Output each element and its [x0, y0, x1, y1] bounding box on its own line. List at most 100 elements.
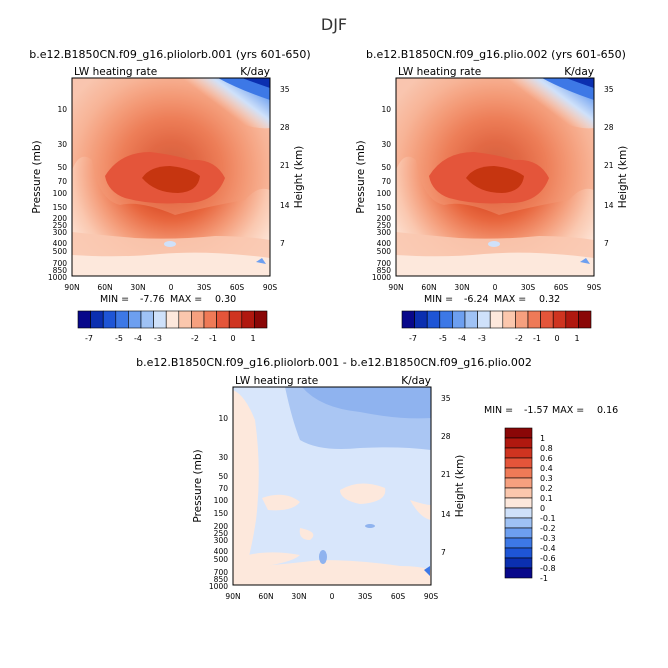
x-tick: 30S — [521, 283, 536, 292]
y-tick: 1000 — [209, 582, 228, 591]
panel-pliolorb: b.e12.B1850CN.f09_g16.pliolorb.001 (yrs … — [29, 48, 310, 343]
y-tick: 50 — [57, 163, 67, 172]
colorbar-swatch — [552, 310, 567, 329]
colorbar-swatch — [504, 497, 533, 509]
colorbar-swatch — [191, 310, 205, 329]
colorbar-swatch — [565, 310, 579, 329]
colorbar-swatches — [504, 427, 533, 579]
max-label: MAX = — [552, 405, 584, 416]
colorbar-swatch — [414, 310, 428, 329]
y-tick: 100 — [53, 189, 68, 198]
colorbar-swatch — [241, 310, 255, 329]
y2-tick: 35 — [604, 85, 614, 94]
x-tick: 60S — [391, 592, 406, 601]
y-tick: 10 — [381, 105, 391, 114]
units-label: K/day — [564, 66, 594, 78]
colorbar-tick: -0.3 — [540, 534, 556, 543]
colorbar-swatch — [515, 310, 529, 329]
x-axis: 90N 60N 30N 0 30S 60S 90S — [388, 283, 601, 292]
y-tick: 100 — [214, 496, 229, 505]
colorbar-swatch — [527, 310, 541, 329]
y-tick: 300 — [377, 228, 392, 237]
units-label: K/day — [401, 375, 431, 387]
y-tick: 150 — [377, 203, 392, 212]
panel-plio: b.e12.B1850CN.f09_g16.plio.002 (yrs 601-… — [355, 48, 629, 343]
colorbar-swatch — [540, 310, 554, 329]
x-tick: 90N — [64, 283, 79, 292]
colorbar-tick: -0.2 — [540, 524, 556, 533]
colorbar-tick: -4 — [134, 334, 142, 343]
y-tick: 300 — [214, 536, 229, 545]
colorbar-swatch — [504, 477, 533, 489]
colorbar-swatch — [504, 467, 533, 479]
x-tick: 60S — [230, 283, 245, 292]
y-tick: 200 — [377, 214, 392, 223]
colorbar-tick: -7 — [85, 334, 93, 343]
y-tick: 400 — [377, 239, 392, 248]
x-tick: 60N — [258, 592, 273, 601]
x-tick: 0 — [169, 283, 174, 292]
colorbar-swatch — [502, 310, 516, 329]
colorbar-swatch — [452, 310, 466, 329]
y-tick: 700 — [214, 568, 229, 577]
x-tick: 90S — [263, 283, 278, 292]
y2-tick: 35 — [441, 394, 451, 403]
colorbar-tick: 1 — [250, 334, 255, 343]
colorbar-tick: 0 — [540, 504, 545, 513]
y2-axis-label: Height (km) — [617, 146, 629, 209]
colorbar-swatch — [426, 310, 441, 329]
y-tick: 30 — [218, 453, 228, 462]
y-tick: 1000 — [372, 273, 391, 282]
y-tick: 50 — [218, 472, 228, 481]
y-tick: 70 — [218, 484, 228, 493]
colorbar-tick: 0 — [554, 334, 559, 343]
colorbar: -7 -5 -4 -3 -2 -1 0 1 — [77, 310, 268, 343]
y-tick: 30 — [381, 140, 391, 149]
colorbar-swatch — [504, 447, 533, 459]
y-axis-label: Pressure (mb) — [192, 449, 204, 522]
y2-tick: 7 — [604, 239, 609, 248]
panel-title: b.e12.B1850CN.f09_g16.plio.002 (yrs 601-… — [366, 48, 626, 61]
max-label: MAX = — [170, 294, 202, 305]
y-tick: 400 — [214, 547, 229, 556]
colorbar-vertical: 1 0.8 0.6 0.4 0.3 0.2 0.1 0 -0.1 -0.2 -0… — [504, 427, 556, 583]
colorbar-swatch — [464, 310, 478, 329]
colorbar-tick: 0.6 — [540, 454, 553, 463]
colorbar-tick: -0.8 — [540, 564, 556, 573]
y-tick: 400 — [53, 239, 68, 248]
colorbar-swatch — [504, 517, 533, 529]
y-tick: 300 — [53, 228, 68, 237]
colorbar: -7 -5 -4 -3 -2 -1 0 1 — [401, 310, 592, 343]
colorbar-swatch — [439, 310, 453, 329]
colorbar-swatch — [254, 310, 268, 329]
y-tick: 70 — [381, 177, 391, 186]
x-tick: 90S — [587, 283, 602, 292]
colorbar-tick: -4 — [458, 334, 466, 343]
colorbar-swatch — [504, 537, 533, 549]
y-tick: 700 — [377, 259, 392, 268]
y2-tick: 28 — [441, 432, 451, 441]
y2-tick: 14 — [604, 201, 614, 210]
min-label: MIN = — [100, 294, 129, 305]
colorbar-tick: 0.8 — [540, 444, 553, 453]
colorbar-tick: 1 — [540, 434, 545, 443]
y2-tick: 28 — [280, 123, 290, 132]
contour-field — [232, 386, 432, 586]
contour-field — [395, 77, 595, 277]
colorbar-swatch — [504, 557, 533, 569]
y-tick: 1000 — [48, 273, 67, 282]
colorbar-swatch — [216, 310, 230, 329]
y2-tick: 14 — [441, 510, 451, 519]
colorbar-swatch — [77, 310, 91, 329]
panel-title: b.e12.B1850CN.f09_g16.pliolorb.001 (yrs … — [29, 48, 310, 61]
x-tick: 60S — [554, 283, 569, 292]
colorbar-tick: -0.6 — [540, 554, 556, 563]
y2-tick: 7 — [441, 548, 446, 557]
units-label: K/day — [240, 66, 270, 78]
colorbar-swatch — [489, 310, 504, 329]
y-axis-label: Pressure (mb) — [355, 140, 367, 213]
colorbar-swatch — [165, 310, 180, 329]
colorbar-swatch — [401, 310, 415, 329]
y2-axis-label: Height (km) — [454, 455, 466, 518]
y-tick: 10 — [57, 105, 67, 114]
